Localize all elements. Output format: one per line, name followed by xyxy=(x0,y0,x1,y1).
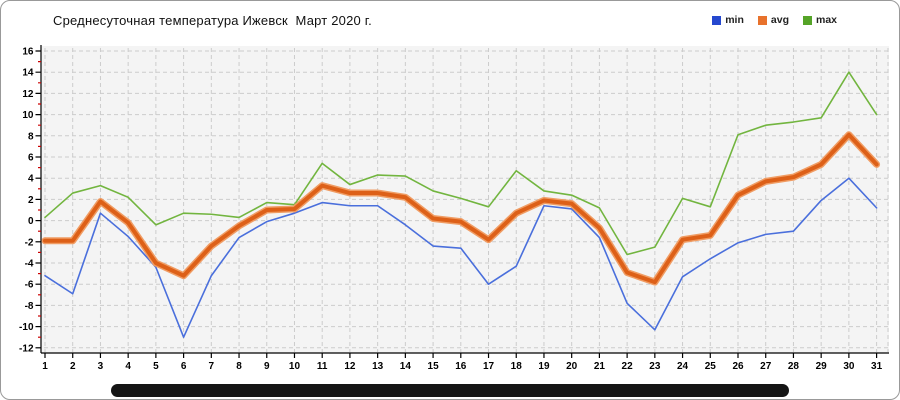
svg-text:8: 8 xyxy=(236,361,242,372)
svg-text:12: 12 xyxy=(344,361,356,372)
svg-text:23: 23 xyxy=(649,361,661,372)
svg-text:16: 16 xyxy=(22,47,34,58)
svg-text:-4: -4 xyxy=(25,259,34,270)
svg-text:15: 15 xyxy=(428,361,440,372)
svg-text:9: 9 xyxy=(264,361,270,372)
svg-text:-2: -2 xyxy=(25,237,34,248)
svg-text:13: 13 xyxy=(372,361,384,372)
legend-label-avg: avg xyxy=(770,14,789,26)
svg-text:7: 7 xyxy=(209,361,215,372)
legend-label-min: min xyxy=(725,14,744,26)
svg-text:24: 24 xyxy=(677,361,689,372)
svg-text:6: 6 xyxy=(181,361,187,372)
svg-text:10: 10 xyxy=(289,361,301,372)
svg-text:29: 29 xyxy=(816,361,828,372)
svg-text:26: 26 xyxy=(732,361,744,372)
min-series-swatch-icon xyxy=(712,15,722,25)
svg-text:2: 2 xyxy=(28,195,34,206)
chart-title: Среднесуточная температура Ижевск Март 2… xyxy=(53,13,372,28)
svg-text:-8: -8 xyxy=(25,301,34,312)
svg-text:2: 2 xyxy=(70,361,76,372)
legend-item-max: max xyxy=(802,14,837,26)
max-series-swatch-icon xyxy=(802,15,812,25)
svg-text:0: 0 xyxy=(28,216,34,227)
svg-text:21: 21 xyxy=(594,361,606,372)
legend-item-avg: avg xyxy=(757,14,789,26)
svg-text:10: 10 xyxy=(22,110,34,121)
svg-text:5: 5 xyxy=(153,361,159,372)
svg-text:28: 28 xyxy=(788,361,800,372)
chart-legend: min avg max xyxy=(712,14,837,26)
svg-text:11: 11 xyxy=(317,361,328,372)
avg-series-swatch-icon xyxy=(757,15,767,25)
svg-text:19: 19 xyxy=(538,361,550,372)
svg-text:18: 18 xyxy=(511,361,523,372)
svg-text:17: 17 xyxy=(483,361,495,372)
svg-text:14: 14 xyxy=(400,361,412,372)
svg-text:22: 22 xyxy=(622,361,634,372)
svg-text:-10: -10 xyxy=(19,322,34,333)
legend-item-min: min xyxy=(712,14,744,26)
svg-text:-6: -6 xyxy=(25,280,34,291)
svg-text:31: 31 xyxy=(871,361,883,372)
svg-text:25: 25 xyxy=(705,361,717,372)
svg-text:-12: -12 xyxy=(19,343,34,354)
svg-text:8: 8 xyxy=(28,131,34,142)
svg-text:1: 1 xyxy=(42,361,48,372)
range-scrollbar[interactable] xyxy=(111,384,789,397)
svg-text:4: 4 xyxy=(125,361,131,372)
svg-text:6: 6 xyxy=(28,153,34,164)
svg-text:16: 16 xyxy=(455,361,467,372)
svg-text:30: 30 xyxy=(843,361,855,372)
svg-text:4: 4 xyxy=(28,174,34,185)
svg-text:12: 12 xyxy=(22,89,34,100)
legend-label-max: max xyxy=(815,14,837,26)
svg-text:27: 27 xyxy=(760,361,772,372)
svg-text:3: 3 xyxy=(98,361,104,372)
svg-text:20: 20 xyxy=(566,361,578,372)
svg-text:14: 14 xyxy=(22,68,34,79)
